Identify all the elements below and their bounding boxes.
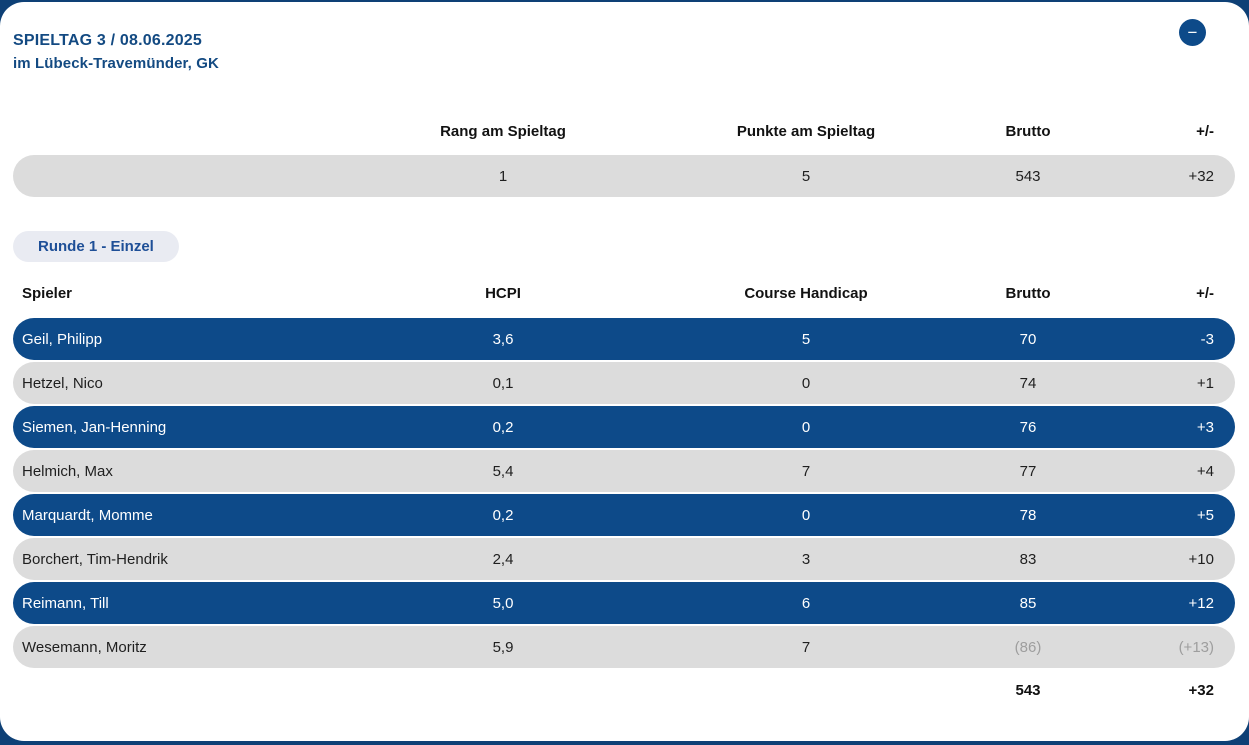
player-brutto: 70 [1019,330,1037,348]
player-plusminus: (+13) [1178,638,1214,656]
player-course-handicap: 0 [801,418,811,436]
summary-header-plusminus: +/- [1196,122,1214,140]
player-course-handicap: 6 [801,594,811,612]
player-hcpi: 5,9 [492,638,514,656]
player-plusminus: +5 [1196,506,1214,524]
summary-header-punkte: Punkte am Spieltag [736,122,876,140]
player-course-handicap: 7 [801,638,811,656]
matchday-summary-table: Rang am Spieltag Punkte am Spieltag Brut… [13,117,1235,197]
totals-row: 543 +32 [13,670,1235,710]
summary-header-brutto: Brutto [1005,122,1051,140]
player-hcpi: 0,2 [492,506,514,524]
player-plusminus: +12 [1188,594,1214,612]
summary-row: 1 5 543 +32 [13,155,1235,197]
matchday-location: im Lübeck-Travemünder, GK [13,55,219,72]
summary-header-row: Rang am Spieltag Punkte am Spieltag Brut… [13,117,1235,145]
player-row[interactable]: Helmich, Max 5,4 7 77 +4 [13,450,1235,492]
player-row[interactable]: Marquardt, Momme 0,2 0 78 +5 [13,494,1235,536]
player-hcpi: 0,2 [492,418,514,436]
player-hcpi: 2,4 [492,550,514,568]
player-row[interactable]: Wesemann, Moritz 5,9 7 (86) (+13) [13,626,1235,668]
totals-brutto: 543 [1015,681,1041,699]
player-name: Marquardt, Momme [22,506,153,524]
player-row[interactable]: Borchert, Tim-Hendrik 2,4 3 83 +10 [13,538,1235,580]
player-plusminus: +10 [1188,550,1214,568]
players-header-course-handicap: Course Handicap [744,284,868,302]
players-header-plusminus: +/- [1196,284,1214,302]
player-hcpi: 0,1 [492,374,514,392]
players-header-spieler: Spieler [22,284,73,302]
summary-punkte-value: 5 [801,167,811,185]
player-plusminus: +4 [1196,462,1214,480]
player-plusminus: -3 [1200,330,1214,348]
player-name: Hetzel, Nico [22,374,103,392]
player-name: Wesemann, Moritz [22,638,147,656]
player-name: Siemen, Jan-Henning [22,418,167,436]
player-row[interactable]: Geil, Philipp 3,6 5 70 -3 [13,318,1235,360]
player-brutto: 76 [1019,418,1037,436]
player-hcpi: 5,4 [492,462,514,480]
totals-plusminus: +32 [1188,681,1214,699]
player-brutto: 74 [1019,374,1037,392]
player-course-handicap: 3 [801,550,811,568]
players-table: Spieler HCPI Course Handicap Brutto +/- … [13,279,1235,710]
player-row[interactable]: Hetzel, Nico 0,1 0 74 +1 [13,362,1235,404]
matchday-header: SPIELTAG 3 / 08.06.2025 im Lübeck-Travem… [13,2,1235,74]
player-name: Helmich, Max [22,462,113,480]
player-name: Borchert, Tim-Hendrik [22,550,168,568]
round-chip: Runde 1 - Einzel [13,231,179,262]
summary-header-rang: Rang am Spieltag [440,122,566,140]
player-plusminus: +3 [1196,418,1214,436]
summary-rang-value: 1 [498,167,508,185]
player-course-handicap: 7 [801,462,811,480]
players-header-hcpi: HCPI [485,284,521,302]
player-brutto: 85 [1019,594,1037,612]
summary-plusminus-value: +32 [1188,167,1214,185]
player-name: Geil, Philipp [22,330,103,348]
player-brutto: (86) [1014,638,1042,656]
player-brutto: 78 [1019,506,1037,524]
player-row[interactable]: Reimann, Till 5,0 6 85 +12 [13,582,1235,624]
player-row[interactable]: Siemen, Jan-Henning 0,2 0 76 +3 [13,406,1235,448]
players-header-row: Spieler HCPI Course Handicap Brutto +/- [13,279,1235,307]
players-header-brutto: Brutto [1005,284,1051,302]
player-course-handicap: 0 [801,374,811,392]
collapse-button[interactable]: − [1179,19,1206,46]
player-brutto: 83 [1019,550,1037,568]
player-brutto: 77 [1019,462,1037,480]
player-plusminus: +1 [1196,374,1214,392]
summary-brutto-value: 543 [1015,167,1041,185]
player-hcpi: 3,6 [492,330,514,348]
minus-icon: − [1187,23,1198,42]
player-course-handicap: 5 [801,330,811,348]
player-name: Reimann, Till [22,594,109,612]
player-hcpi: 5,0 [492,594,514,612]
player-rows: Geil, Philipp 3,6 5 70 -3 Hetzel, Nico 0… [13,318,1235,668]
player-course-handicap: 0 [801,506,811,524]
matchday-title: SPIELTAG 3 / 08.06.2025 [13,32,202,49]
